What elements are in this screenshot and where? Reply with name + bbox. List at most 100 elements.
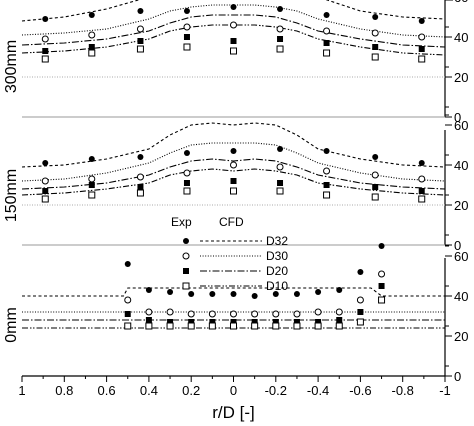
panel-label: 0mm	[3, 307, 20, 343]
y-tick-label: 60	[454, 249, 468, 264]
legend-marker-D32	[183, 238, 189, 244]
exp-point-D30	[314, 308, 322, 316]
exp-point-D30	[276, 163, 284, 171]
exp-point-D30	[166, 308, 174, 316]
exp-point-D32	[145, 287, 152, 293]
exp-point-D32	[137, 154, 144, 160]
exp-point-D20	[418, 46, 425, 52]
exp-point-D32	[323, 148, 330, 154]
exp-point-D20	[372, 184, 379, 190]
exp-point-D30	[323, 27, 331, 35]
exp-point-D10	[230, 322, 237, 330]
exp-point-D10	[208, 322, 216, 330]
exp-point-D32	[167, 289, 174, 295]
exp-point-D30	[124, 296, 132, 304]
y-tick-label: 20	[454, 70, 468, 85]
exp-point-D10	[136, 45, 144, 53]
exp-point-D20	[315, 319, 322, 325]
exp-point-D10	[323, 49, 331, 57]
exp-point-D20	[272, 319, 279, 325]
legend-marker-D30	[182, 252, 190, 260]
exp-point-D20	[323, 182, 330, 188]
exp-point-D20	[124, 311, 131, 317]
x-tick-label: -1	[439, 383, 451, 398]
exp-point-D32	[336, 287, 343, 293]
exp-point-D30	[323, 167, 331, 175]
exp-point-D30	[371, 29, 379, 37]
exp-point-D20	[42, 188, 49, 194]
exp-point-D30	[356, 296, 364, 304]
exp-point-D20	[293, 319, 300, 325]
x-tick-label: 0.8	[55, 383, 73, 398]
exp-point-D32	[272, 291, 279, 297]
exp-point-D10	[41, 195, 49, 203]
exp-point-D32	[372, 154, 379, 160]
exp-point-D10	[183, 43, 191, 51]
panel-label: 300mm	[3, 40, 20, 93]
exp-point-D20	[183, 180, 190, 186]
exp-point-D32	[42, 16, 49, 22]
exp-point-D20	[42, 48, 49, 54]
x-tick-label: 0.4	[140, 383, 158, 398]
exp-point-D20	[378, 283, 385, 289]
x-tick-label: -0.4	[307, 383, 329, 398]
exp-point-D30	[208, 310, 216, 318]
y-tick-label: 0	[454, 238, 461, 253]
panel-0mm: 0 20 40 60 0mm	[3, 243, 468, 384]
exp-point-D20	[88, 182, 95, 188]
exp-point-D32	[277, 6, 284, 12]
exp-point-D20	[230, 319, 237, 325]
exp-point-D10	[272, 322, 280, 330]
legend-marker-D20	[183, 268, 189, 274]
exp-point-D32	[230, 291, 237, 297]
y-tick-label: 60	[454, 118, 468, 133]
exp-point-D10	[276, 187, 284, 195]
legend-label-D20: D20	[266, 264, 288, 278]
exp-point-D10	[88, 49, 96, 57]
exp-point-D32	[293, 291, 300, 297]
exp-point-D10	[356, 318, 364, 326]
exp-point-D32	[277, 146, 284, 152]
exp-point-D32	[137, 8, 144, 14]
exp-point-D30	[183, 23, 191, 31]
x-tick-label: 0.2	[182, 383, 200, 398]
cfd-line-D32	[21, 0, 446, 22]
legend-cfd-header: CFD	[219, 215, 244, 229]
exp-point-D32	[315, 289, 322, 295]
exp-point-D10	[418, 55, 426, 63]
exp-point-D10	[371, 53, 379, 61]
legend-label-D32: D32	[266, 234, 288, 248]
exp-point-D20	[277, 180, 284, 186]
exp-point-D20	[145, 317, 152, 323]
exp-point-D10	[314, 322, 322, 330]
exp-point-D30	[335, 308, 343, 316]
exp-point-D30	[293, 310, 301, 318]
x-tick-label: 1	[18, 383, 25, 398]
exp-point-D32	[418, 160, 425, 166]
exp-point-D20	[251, 319, 258, 325]
exp-point-D10	[371, 193, 379, 201]
x-tick-label: -0.8	[391, 383, 413, 398]
panel-300mm: 0 20 40 60 300mm	[3, 0, 468, 125]
exp-point-D32	[88, 156, 95, 162]
exp-point-D20	[137, 38, 144, 44]
y-tick-label: 60	[454, 0, 468, 5]
exp-point-D20	[336, 317, 343, 323]
exp-point-D32	[183, 150, 190, 156]
exp-point-D32	[183, 8, 190, 14]
y-tick-label: 20	[454, 198, 468, 213]
exp-point-D10	[183, 187, 191, 195]
exp-point-D10	[293, 322, 301, 330]
x-axis-label: r/D [-]	[212, 403, 255, 422]
exp-point-D30	[251, 310, 259, 318]
exp-point-D32	[124, 261, 131, 267]
exp-point-D30	[230, 21, 237, 29]
x-tick-label: 0.6	[98, 383, 116, 398]
y-tick-label: 40	[454, 158, 468, 173]
exp-point-D32	[42, 160, 49, 166]
exp-point-D30	[136, 25, 144, 33]
exp-point-D30	[272, 310, 280, 318]
exp-point-D10	[88, 191, 96, 199]
cfd-line-D20	[21, 14, 446, 48]
